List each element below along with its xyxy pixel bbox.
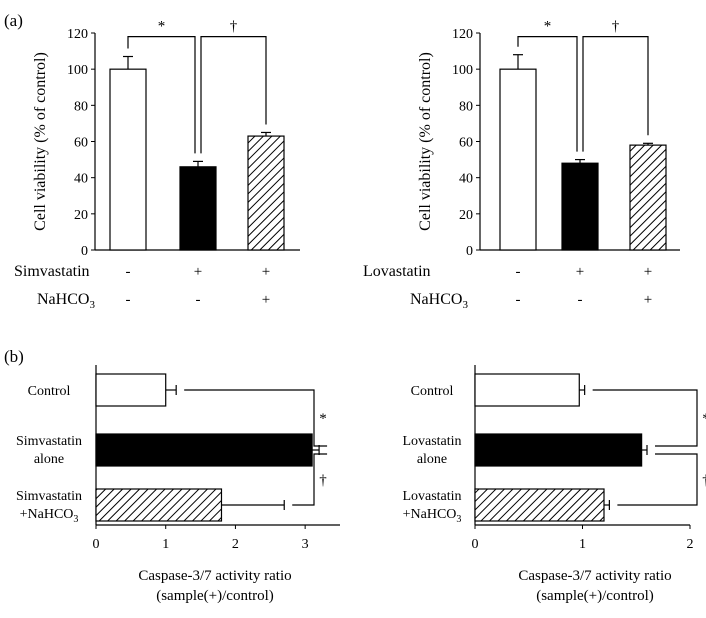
x-tick-label: 0 — [472, 537, 479, 552]
chart-b-left: 0 1 2 3 Caspase-3/7 activity ratio (sample(+)… — [16, 365, 340, 604]
category-label: Control — [411, 384, 454, 399]
chart-a-right: 0 20 40 60 80 100 120 Cell viability (% of cont… — [363, 19, 680, 311]
x-axis-label: Caspase-3/7 activity ratio — [138, 568, 291, 584]
condition-mark: - — [578, 292, 583, 308]
significance-bracket — [184, 389, 328, 447]
y-tick-label: 60 — [74, 136, 88, 151]
y-tick-label: 0 — [466, 244, 473, 259]
condition-label: NaHCO3 — [37, 291, 95, 311]
y-axis-label: Cell viability (% of control) — [32, 52, 49, 231]
significance-symbol: * — [702, 411, 706, 427]
category-label-line2: alone — [34, 452, 64, 467]
category-label: Lovastatin — [402, 434, 461, 449]
significance-symbol: * — [158, 19, 166, 35]
condition-mark: - — [516, 264, 521, 280]
significance-symbol: † — [612, 19, 620, 35]
significance-bracket — [200, 36, 267, 154]
significance-bracket — [127, 36, 196, 154]
condition-mark: - — [126, 264, 131, 280]
panel-label-a: (a) — [4, 11, 23, 30]
condition-mark: + — [194, 264, 202, 280]
condition-mark: - — [516, 292, 521, 308]
x-tick-label: 3 — [302, 537, 309, 552]
y-tick-label: 0 — [81, 244, 88, 259]
category-label-line2: +NaHCO3 — [403, 507, 462, 525]
condition-label: Lovastatin — [363, 263, 431, 280]
y-axis-label: Cell viability (% of control) — [417, 52, 434, 231]
y-tick-label: 20 — [459, 208, 473, 223]
y-tick-label: 80 — [74, 99, 88, 114]
condition-mark: + — [262, 264, 270, 280]
y-tick-label: 40 — [459, 172, 473, 187]
bar — [499, 68, 537, 251]
panel-label-b: (b) — [4, 347, 24, 366]
x-axis-label-line2: (sample(+)/control) — [536, 588, 654, 604]
significance-bracket — [517, 36, 578, 152]
bar — [95, 433, 313, 467]
condition-mark: + — [644, 292, 652, 308]
bar — [247, 135, 285, 251]
bar — [179, 166, 217, 251]
bar — [474, 488, 605, 522]
significance-symbol: † — [319, 473, 327, 489]
significance-symbol: † — [230, 19, 238, 35]
significance-bracket — [582, 36, 649, 152]
bar — [561, 162, 599, 251]
significance-bracket — [292, 453, 328, 506]
chart-a-left: 0 20 40 60 80 100 120 Cell viability (% of cont… — [14, 19, 300, 311]
category-label-line2: +NaHCO3 — [20, 507, 79, 525]
category-label-line2: alone — [417, 452, 447, 467]
x-axis-label-line2: (sample(+)/control) — [156, 588, 274, 604]
y-tick-label: 20 — [74, 208, 88, 223]
x-tick-label: 1 — [579, 537, 586, 552]
chart-b-right: 0 1 2 Caspase-3/7 activity ratio (sample(+)/… — [402, 365, 706, 604]
condition-label: NaHCO3 — [410, 291, 468, 311]
bar — [95, 488, 223, 522]
condition-mark: - — [126, 292, 131, 308]
significance-symbol: † — [702, 473, 706, 489]
y-tick-label: 120 — [67, 27, 88, 42]
condition-mark: + — [644, 264, 652, 280]
category-label: Control — [28, 384, 71, 399]
condition-label: Simvastatin — [14, 263, 90, 280]
bar — [95, 373, 167, 407]
significance-symbol: * — [544, 19, 552, 35]
y-tick-label: 120 — [452, 27, 473, 42]
category-label: Simvastatin — [16, 489, 82, 504]
condition-mark: + — [576, 264, 584, 280]
significance-symbol: * — [319, 411, 327, 427]
x-axis-label: Caspase-3/7 activity ratio — [518, 568, 671, 584]
significance-bracket — [592, 389, 698, 447]
x-tick-label: 2 — [232, 537, 239, 552]
significance-bracket — [617, 453, 698, 506]
x-tick-label: 0 — [93, 537, 100, 552]
y-tick-label: 40 — [74, 172, 88, 187]
x-tick-label: 1 — [162, 537, 169, 552]
bar — [109, 68, 147, 251]
category-label: Lovastatin — [402, 489, 461, 504]
y-tick-label: 80 — [459, 99, 473, 114]
bar — [629, 144, 667, 251]
y-tick-label: 100 — [452, 63, 473, 78]
bar — [474, 373, 580, 407]
x-tick-label: 2 — [687, 537, 694, 552]
y-tick-label: 100 — [67, 63, 88, 78]
condition-mark: - — [196, 292, 201, 308]
y-tick-label: 60 — [459, 136, 473, 151]
category-label: Simvastatin — [16, 434, 82, 449]
condition-mark: + — [262, 292, 270, 308]
bar — [474, 433, 643, 467]
